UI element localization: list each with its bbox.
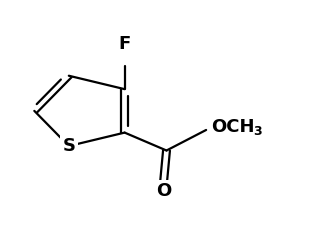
Text: OCH: OCH <box>211 118 254 136</box>
Text: O: O <box>156 182 171 200</box>
Text: 3: 3 <box>253 125 261 138</box>
Text: F: F <box>119 35 131 53</box>
Text: S: S <box>62 137 75 155</box>
